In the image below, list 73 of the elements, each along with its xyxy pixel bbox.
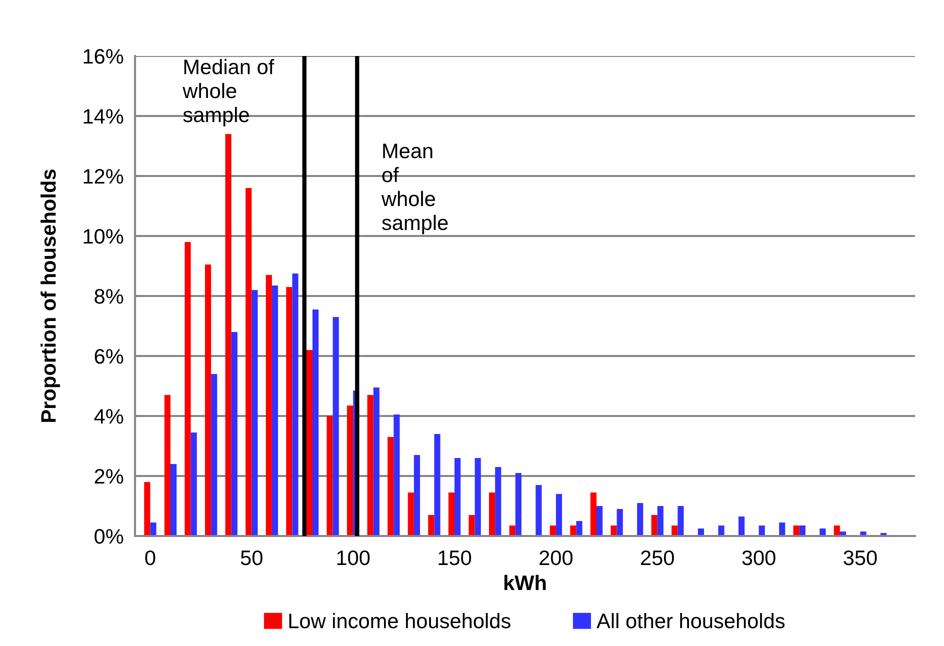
bar	[204, 264, 212, 536]
bar	[536, 485, 542, 536]
bar	[367, 395, 374, 536]
bar	[286, 287, 292, 536]
bar	[448, 492, 455, 536]
bar	[515, 473, 522, 536]
bar	[637, 503, 644, 536]
bar	[292, 274, 298, 536]
bar	[346, 406, 354, 536]
bar	[657, 506, 664, 536]
bar	[326, 416, 333, 536]
bar	[266, 275, 272, 536]
y-tick-label: 10%	[84, 229, 124, 244]
x-tick-label: 100	[337, 550, 370, 566]
bar	[408, 492, 414, 536]
bar	[246, 188, 252, 536]
bar	[474, 458, 481, 536]
bar	[388, 437, 394, 536]
bar	[428, 515, 434, 536]
y-tick-label: 0%	[94, 529, 124, 544]
bar	[170, 464, 177, 536]
y-tick-label: 8%	[94, 289, 124, 304]
y-axis-title: Proportion of households	[40, 170, 60, 422]
x-tick-label: 150	[438, 550, 472, 566]
bar	[211, 374, 218, 536]
x-tick-label: 250	[641, 550, 674, 566]
ref-line-label: Median of whole sample	[182, 59, 274, 126]
bar	[184, 242, 191, 536]
legend-label: Low income households	[289, 613, 510, 628]
bar	[394, 414, 400, 536]
x-tick-label: 300	[742, 550, 776, 566]
bar	[150, 522, 156, 536]
bar	[495, 467, 502, 536]
y-tick-label: 2%	[94, 469, 124, 484]
bar	[332, 317, 339, 536]
legend-label: All other households	[596, 613, 785, 628]
bar	[272, 286, 278, 536]
bar	[164, 395, 170, 536]
y-tick-label: 12%	[84, 169, 124, 184]
bar	[718, 526, 724, 536]
y-tick-label: 4%	[94, 409, 124, 424]
bar	[252, 290, 258, 536]
bar	[231, 332, 238, 536]
bar	[738, 516, 745, 536]
bar	[144, 482, 150, 536]
bar	[225, 134, 232, 536]
bar	[779, 522, 786, 536]
bar	[576, 521, 582, 536]
bar	[414, 455, 420, 536]
x-tick-label: 50	[240, 550, 262, 566]
bar	[373, 388, 380, 536]
ref-line-label: Mean of whole sample	[381, 144, 448, 234]
x-tick-label: 0	[145, 550, 156, 566]
bar	[678, 506, 684, 536]
y-tick-label: 16%	[84, 49, 124, 64]
bar	[468, 515, 475, 536]
bar	[190, 432, 197, 536]
bar	[312, 310, 319, 536]
x-tick-label: 350	[844, 550, 877, 566]
y-tick-label: 6%	[94, 349, 124, 364]
bar	[651, 515, 658, 536]
bar	[610, 526, 617, 536]
bar	[434, 434, 440, 536]
y-tick-label: 14%	[84, 109, 124, 124]
bar	[454, 458, 461, 536]
x-tick-label: 200	[540, 550, 573, 566]
bar	[616, 509, 623, 536]
bar	[590, 492, 597, 536]
bar	[488, 492, 496, 536]
bar	[556, 494, 562, 536]
bar	[596, 506, 603, 536]
bar	[306, 350, 313, 536]
x-axis-title: kWh	[504, 574, 546, 590]
